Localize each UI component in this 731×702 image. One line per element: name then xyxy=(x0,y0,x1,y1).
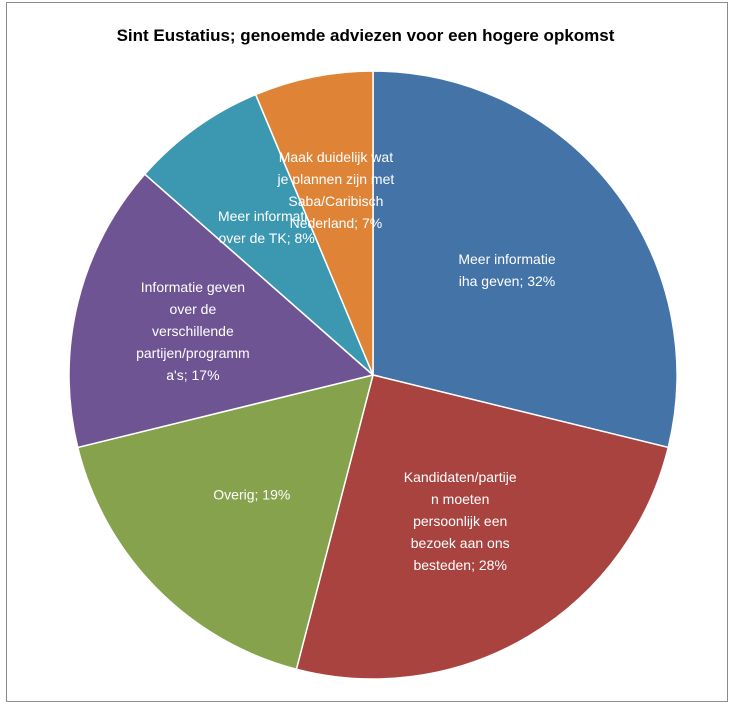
chart-title: Sint Eustatius; genoemde adviezen voor e… xyxy=(116,26,615,45)
slice-label-5: Meer informatie over de TK; 8% xyxy=(218,208,315,246)
pie-slice-4 xyxy=(68,173,375,449)
pie-slice-6 xyxy=(254,70,374,376)
pie-slice-1 xyxy=(372,70,678,449)
slice-label-1: Meer informatie iha geven; 32% xyxy=(458,251,555,289)
slice-label-3: Overig; 19% xyxy=(213,487,290,503)
pie-slice-5 xyxy=(143,93,374,376)
slice-label-2: Kandidaten/partije n moeten persoonlijk ee… xyxy=(404,469,517,573)
pie-slice-2 xyxy=(295,374,670,680)
pie-slice-3 xyxy=(76,373,375,671)
slice-label-6: Maak duidelijk wat je plannen zijn met Sab… xyxy=(277,149,395,231)
slice-label-4: Informatie geven over de verschillende part… xyxy=(136,279,250,383)
